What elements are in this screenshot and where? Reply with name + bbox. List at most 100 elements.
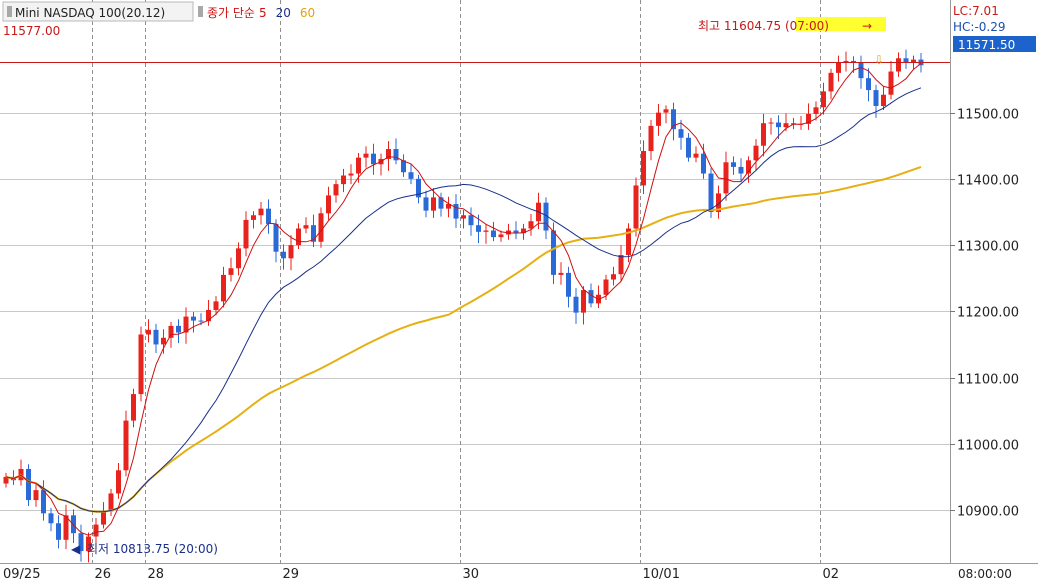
time-axis-labels: 09/25 26 28 29 30 10/01 02 bbox=[3, 567, 839, 582]
candle bbox=[243, 211, 249, 257]
candle bbox=[371, 143, 376, 175]
candle bbox=[836, 55, 841, 82]
candle bbox=[633, 177, 639, 237]
candle bbox=[63, 504, 69, 550]
candle bbox=[93, 517, 99, 549]
ma5-legend: 5 bbox=[259, 6, 267, 20]
candle bbox=[348, 164, 354, 185]
candle bbox=[753, 139, 759, 171]
candle bbox=[221, 266, 226, 308]
candle bbox=[648, 119, 654, 161]
high-highlight bbox=[796, 17, 886, 31]
candle bbox=[573, 288, 579, 324]
candle bbox=[296, 223, 301, 250]
candle bbox=[26, 464, 31, 507]
candle bbox=[341, 168, 346, 193]
candle bbox=[491, 221, 496, 242]
candle bbox=[446, 196, 451, 218]
vertical-date-gridlines bbox=[92, 0, 821, 563]
candle bbox=[746, 156, 751, 183]
candle bbox=[873, 84, 879, 118]
price-badge-text: 11571.50 bbox=[958, 38, 1015, 52]
candle bbox=[761, 113, 766, 157]
lc-label: LC:7.01 bbox=[953, 4, 999, 18]
candle bbox=[206, 300, 211, 326]
instrument-marker-icon bbox=[7, 6, 12, 17]
candle bbox=[56, 515, 61, 549]
candle bbox=[858, 55, 864, 89]
x-date-label: 29 bbox=[283, 567, 300, 582]
candle bbox=[483, 224, 489, 244]
hc-label: HC:-0.29 bbox=[953, 20, 1006, 34]
candle bbox=[723, 151, 729, 201]
candle bbox=[611, 266, 616, 286]
candle bbox=[138, 326, 144, 402]
down-arrow-icon: ⇩ bbox=[874, 53, 884, 67]
candle bbox=[333, 180, 339, 203]
candle bbox=[41, 480, 46, 521]
candle bbox=[101, 502, 106, 529]
candle bbox=[768, 117, 774, 135]
candle bbox=[626, 223, 631, 263]
candle bbox=[566, 266, 571, 308]
time-axis-right-label: 08:00:00 bbox=[958, 567, 1012, 581]
y-tick-label: 11200.00 bbox=[957, 306, 1019, 321]
candle bbox=[828, 68, 834, 100]
candle bbox=[513, 221, 519, 240]
candle bbox=[86, 532, 91, 563]
candle bbox=[543, 197, 549, 240]
x-date-label: 26 bbox=[95, 567, 112, 582]
low-arrow-icon: ◀ bbox=[71, 542, 81, 556]
candle bbox=[213, 296, 219, 316]
ma-legend[interactable]: 종가 단순 5 20 60 bbox=[207, 6, 315, 20]
candle bbox=[903, 49, 909, 69]
candle bbox=[416, 174, 421, 204]
indicator-marker-icon bbox=[198, 6, 203, 17]
candle bbox=[806, 103, 811, 130]
indicator-label: 종가 단순 bbox=[207, 6, 255, 20]
candle bbox=[896, 52, 901, 77]
candle bbox=[363, 146, 369, 168]
candle bbox=[161, 329, 166, 354]
candle bbox=[558, 262, 564, 285]
instrument-box[interactable] bbox=[2, 1, 194, 22]
candle bbox=[693, 146, 699, 163]
candle bbox=[656, 103, 661, 136]
candle bbox=[326, 186, 331, 220]
current-line-label: 11577.00 bbox=[3, 24, 60, 38]
instrument-name: Mini NASDAQ 100(20.12) bbox=[15, 6, 165, 20]
candle bbox=[258, 202, 264, 225]
candle bbox=[453, 194, 459, 228]
candle bbox=[281, 244, 286, 270]
candle bbox=[191, 311, 196, 333]
y-tick-label: 11100.00 bbox=[957, 373, 1019, 388]
candle bbox=[408, 163, 414, 185]
low-annotation: 최저 10813.75 (20:00) bbox=[87, 542, 218, 556]
candle bbox=[461, 209, 466, 229]
candle bbox=[273, 219, 279, 263]
candle bbox=[288, 235, 294, 271]
candle bbox=[33, 482, 39, 507]
candle bbox=[131, 388, 136, 428]
candle bbox=[48, 508, 54, 532]
high-arrow-icon: → bbox=[862, 19, 872, 33]
candle bbox=[551, 222, 556, 285]
candle bbox=[303, 217, 309, 234]
candle bbox=[618, 245, 624, 281]
candle bbox=[3, 472, 9, 488]
candle bbox=[146, 319, 151, 343]
candle bbox=[716, 185, 721, 219]
candle bbox=[888, 60, 894, 100]
candle bbox=[116, 462, 121, 499]
candle bbox=[663, 105, 669, 124]
candle bbox=[678, 119, 684, 150]
high-annotation: 최고 11604.75 (07:00) bbox=[698, 19, 829, 33]
candle bbox=[813, 101, 819, 121]
candle bbox=[731, 156, 736, 175]
candle bbox=[183, 307, 189, 344]
x-date-label: 30 bbox=[463, 567, 480, 582]
candle bbox=[881, 86, 886, 110]
ma5-line bbox=[5, 63, 922, 536]
